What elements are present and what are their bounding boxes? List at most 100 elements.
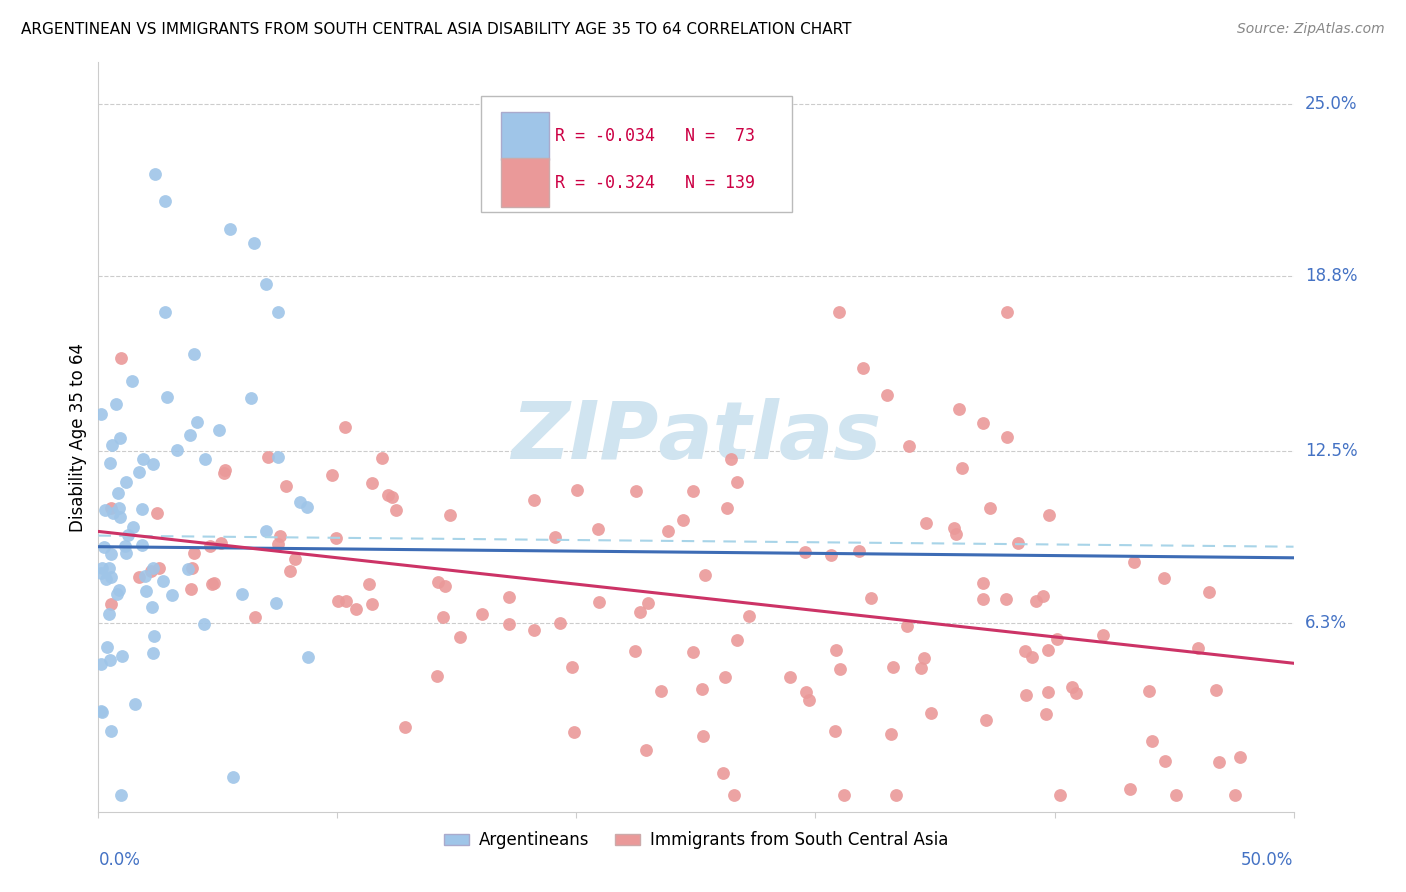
Point <box>432 610 454 624</box>
Point <box>166 443 188 458</box>
Point <box>637 596 659 610</box>
Point <box>202 575 225 590</box>
Point <box>1015 688 1038 702</box>
Point <box>693 567 716 582</box>
Point <box>91 705 114 719</box>
Point <box>110 788 132 802</box>
Point <box>1208 755 1230 769</box>
Point <box>634 743 657 757</box>
Point <box>523 623 546 637</box>
Point <box>820 548 842 562</box>
Point <box>139 564 162 578</box>
Point <box>132 452 155 467</box>
Point <box>100 653 122 667</box>
Point <box>624 644 647 658</box>
Point <box>93 503 115 517</box>
Point <box>1198 584 1220 599</box>
Point <box>449 630 471 644</box>
Point <box>198 539 221 553</box>
Point <box>97 607 120 622</box>
Point <box>671 513 693 527</box>
Point <box>793 545 815 559</box>
Point <box>333 419 356 434</box>
Point <box>370 451 392 466</box>
Point <box>884 788 907 802</box>
Point <box>714 670 737 684</box>
Point <box>945 526 967 541</box>
Point <box>852 360 875 375</box>
Point <box>832 788 855 802</box>
Text: 12.5%: 12.5% <box>1305 442 1357 460</box>
Point <box>326 594 349 608</box>
Point <box>155 194 177 209</box>
Point <box>588 595 610 609</box>
Point <box>498 590 520 604</box>
Point <box>779 670 801 684</box>
Point <box>828 305 851 319</box>
Point <box>650 684 672 698</box>
Point <box>114 539 136 553</box>
Point <box>267 536 290 550</box>
Point <box>155 305 177 319</box>
Point <box>1007 536 1029 550</box>
Point <box>295 500 318 515</box>
Point <box>114 546 136 560</box>
Point <box>239 392 262 406</box>
Point <box>110 351 132 365</box>
Point <box>335 593 357 607</box>
FancyBboxPatch shape <box>501 112 548 161</box>
Point <box>325 531 347 545</box>
Point <box>142 560 165 574</box>
Point <box>824 723 846 738</box>
Point <box>344 602 367 616</box>
Point <box>256 450 278 464</box>
Point <box>267 450 290 465</box>
Point <box>100 724 122 739</box>
Point <box>297 650 319 665</box>
Point <box>799 693 821 707</box>
Point <box>880 727 903 741</box>
Point <box>1205 682 1227 697</box>
Point <box>1049 788 1071 802</box>
Point <box>896 618 918 632</box>
Point <box>176 561 198 575</box>
Point <box>96 572 118 586</box>
Point <box>523 492 546 507</box>
Point <box>910 660 932 674</box>
Y-axis label: Disability Age 35 to 64: Disability Age 35 to 64 <box>69 343 87 532</box>
Point <box>1035 707 1057 722</box>
Point <box>91 561 114 575</box>
Point <box>100 598 122 612</box>
Point <box>131 538 153 552</box>
Point <box>995 430 1018 444</box>
Point <box>723 788 745 802</box>
Point <box>121 374 143 388</box>
Point <box>183 546 205 560</box>
Point <box>90 407 112 421</box>
Point <box>1036 684 1059 698</box>
Point <box>692 729 714 743</box>
Text: 50.0%: 50.0% <box>1241 851 1294 869</box>
Point <box>108 431 131 445</box>
Point <box>972 416 994 430</box>
Point <box>128 466 150 480</box>
Point <box>912 651 935 665</box>
Point <box>267 305 290 319</box>
Point <box>131 502 153 516</box>
Point <box>219 222 242 236</box>
Point <box>567 483 589 498</box>
Point <box>288 494 311 508</box>
Point <box>1014 644 1036 658</box>
Point <box>209 536 232 550</box>
Point <box>254 277 277 292</box>
Point <box>1062 680 1084 694</box>
Point <box>972 591 994 606</box>
Point <box>156 390 179 404</box>
Point <box>180 582 202 596</box>
Point <box>231 587 253 601</box>
Point <box>361 597 384 611</box>
Point <box>143 167 166 181</box>
Point <box>135 584 157 599</box>
Point <box>624 484 647 499</box>
Point <box>426 669 449 683</box>
